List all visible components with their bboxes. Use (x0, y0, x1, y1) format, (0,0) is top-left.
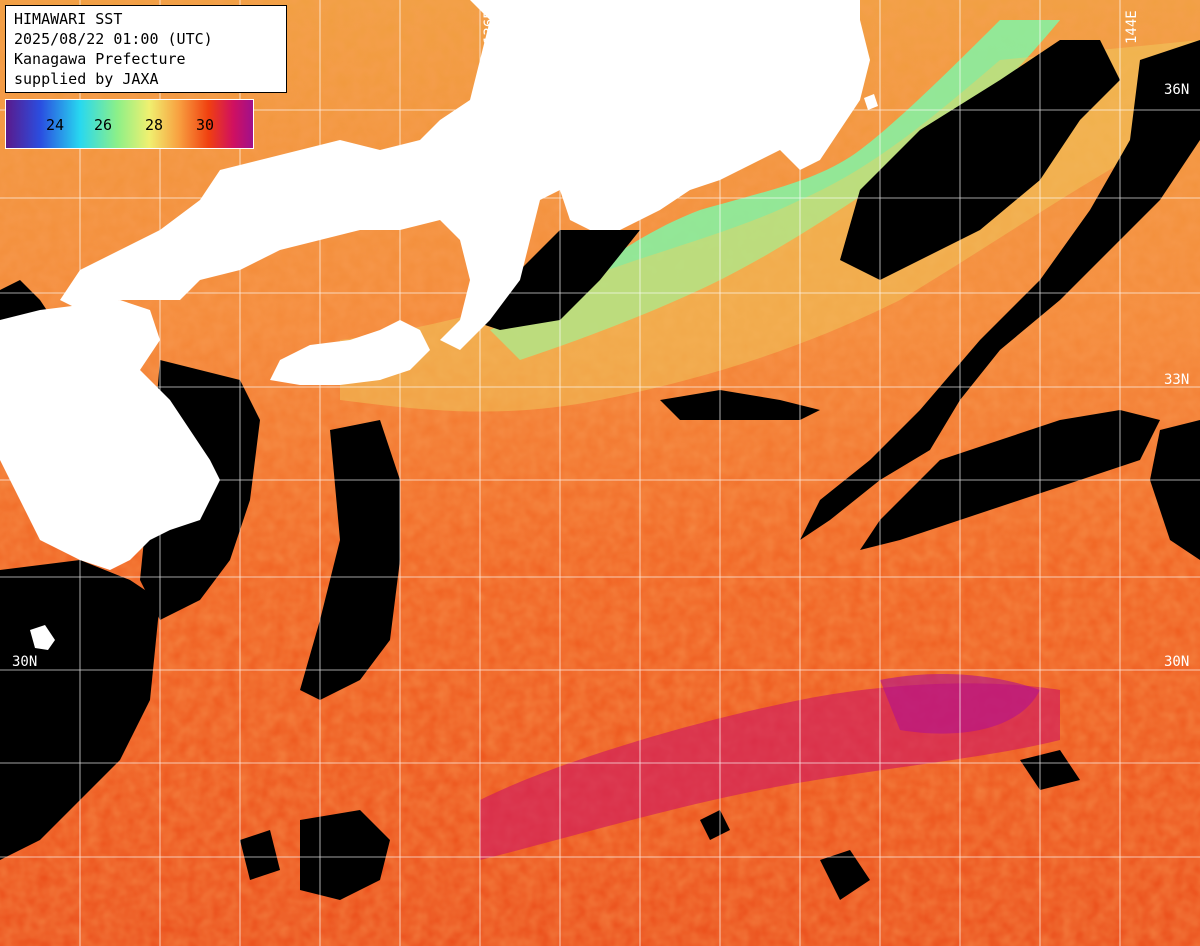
lat-label-36n: 36N (1164, 82, 1190, 98)
colorbar-tick-28: 28 (145, 116, 164, 134)
lat-label-30n-left: 30N (12, 654, 38, 670)
lat-label-30n-right: 30N (1164, 654, 1190, 670)
lon-label-144e: 144E (1124, 10, 1140, 44)
title-line-3: Kanagawa Prefecture (14, 50, 186, 68)
colorbar-legend: 24 26 28 30 (5, 99, 254, 149)
colorbar-tick-26: 26 (94, 116, 113, 134)
lon-label-136e: 136E (482, 10, 498, 44)
land (0, 0, 878, 650)
lat-label-33n: 33N (1164, 372, 1190, 388)
title-box: HIMAWARI SST 2025/08/22 01:00 (UTC) Kana… (5, 5, 287, 93)
colorbar-tick-30: 30 (196, 116, 215, 134)
colorbar-tick-24: 24 (46, 116, 65, 134)
title-line-1: HIMAWARI SST (14, 10, 123, 28)
title-line-2: 2025/08/22 01:00 (UTC) (14, 30, 213, 48)
cool-coastal-band (490, 20, 1060, 360)
title-line-4: supplied by JAXA (14, 70, 159, 88)
